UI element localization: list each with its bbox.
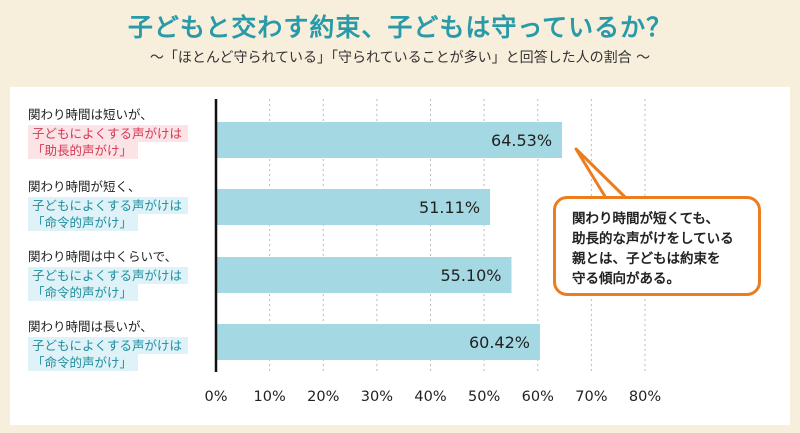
category-label-line1: 関わり時間は短いが、	[28, 107, 153, 122]
bar	[216, 122, 563, 158]
bar-value-label: 51.11%	[419, 198, 480, 217]
category-label-line1: 関わり時間は中くらいで、	[28, 249, 178, 264]
callout-line: 守る傾向がある。	[572, 271, 680, 287]
bar	[216, 189, 491, 225]
callout-box: 関わり時間が短くても、 助長的な声がけをしている 親とは、子どもは約束を 守る傾…	[553, 196, 761, 296]
category-label: 関わり時間は中くらいで、 子どもによくする声がけは 「命令的声がけ」	[28, 248, 208, 301]
category-label-line2: 子どもによくする声がけは	[28, 337, 189, 354]
bar-value-label: 60.42%	[469, 333, 530, 352]
category-label-line3: 「命令的声がけ」	[28, 214, 139, 231]
category-label-line3: 「助長的声がけ」	[28, 142, 139, 159]
callout-line: 関わり時間が短くても、	[572, 211, 720, 227]
category-label-line3: 「命令的声がけ」	[28, 284, 139, 301]
chart-subtitle: ～「ほとんど守られている」「守られていることが多い」と回答した人の割合 ～	[149, 50, 651, 66]
x-tick-label: 0%	[204, 389, 227, 405]
x-tick-label: 20%	[307, 389, 339, 405]
bar-value-label: 55.10%	[440, 266, 501, 285]
category-label-line1: 関わり時間が短く、	[28, 179, 141, 194]
category-label-line3: 「命令的声がけ」	[28, 354, 139, 371]
callout-line: 助長的な声がけをしている	[572, 231, 734, 247]
callout-line: 親とは、子どもは約束を	[572, 251, 721, 267]
category-label-line1: 関わり時間は長いが、	[28, 319, 153, 334]
category-label-line2: 子どもによくする声がけは	[28, 125, 189, 142]
x-tick-label: 40%	[414, 389, 446, 405]
callout-pointer	[574, 147, 632, 209]
category-label: 関わり時間は長いが、子どもによくする声がけは 「命令的声がけ」	[28, 318, 208, 371]
category-label-line2: 子どもによくする声がけは	[28, 197, 189, 214]
x-tick-label: 70%	[575, 389, 607, 405]
category-label: 関わり時間は短いが、子どもによくする声がけは 「助長的声がけ」	[28, 106, 208, 159]
category-label-line2: 子どもによくする声がけは	[28, 267, 189, 284]
bar-value-label: 64.53%	[491, 131, 552, 150]
bar	[216, 257, 512, 293]
category-label: 関わり時間が短く、子どもによくする声がけは 「命令的声がけ」	[28, 178, 208, 231]
x-tick-label: 60%	[522, 389, 554, 405]
x-tick-label: 10%	[254, 389, 286, 405]
x-tick-label: 50%	[468, 389, 500, 405]
chart-title: 子どもと交わす約束、子どもは守っているか？	[127, 13, 673, 42]
bar	[216, 324, 541, 360]
x-tick-label: 30%	[361, 389, 393, 405]
x-tick-label: 80%	[629, 389, 661, 405]
